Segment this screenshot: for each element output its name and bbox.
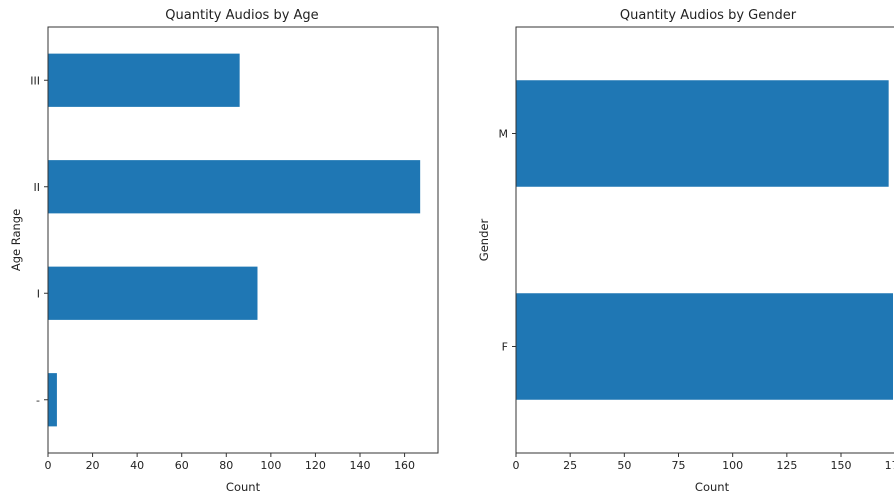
age-chart-axes-frame — [47, 26, 439, 454]
age-ytick-label-0: - — [36, 394, 40, 407]
age-bar-1 — [48, 266, 258, 320]
age-chart-title: Quantity Audios by Age — [165, 8, 318, 23]
gender-xtick-label-6: 150 — [831, 459, 852, 472]
gender-chart-axes-frame — [515, 26, 894, 454]
gender-chart-title: Quantity Audios by Gender — [620, 8, 797, 23]
gender-xtick-label-7: 175 — [885, 459, 894, 472]
age-xtick-label-6: 120 — [305, 459, 326, 472]
age-bar-0 — [48, 373, 57, 427]
age-xtick-label-2: 40 — [130, 459, 144, 472]
gender-ytick-label-1: M — [499, 128, 509, 141]
gender-chart-xlabel: Count — [695, 480, 730, 494]
age-chart-xlabel: Count — [226, 480, 261, 494]
gender-xtick-label-2: 50 — [617, 459, 631, 472]
age-xtick-label-1: 20 — [86, 459, 100, 472]
age-chart-ylabel: Age Range — [9, 209, 23, 271]
age-xtick-label-8: 160 — [394, 459, 415, 472]
gender-bar-1 — [516, 80, 889, 187]
age-ytick-label-2: II — [34, 181, 41, 194]
gender-chart-ylabel: Gender — [477, 219, 491, 262]
age-xtick-label-3: 60 — [175, 459, 189, 472]
gender-xtick-label-3: 75 — [672, 459, 686, 472]
gender-xtick-label-0: 0 — [513, 459, 520, 472]
gender-chart: Quantity Audios by Gender Count Gender F… — [477, 8, 894, 494]
gender-xtick-label-5: 125 — [776, 459, 797, 472]
age-xtick-label-7: 140 — [350, 459, 371, 472]
gender-xtick-label-1: 25 — [563, 459, 577, 472]
gender-ytick-label-0: F — [502, 341, 508, 354]
age-xtick-label-0: 0 — [45, 459, 52, 472]
gender-xtick-label-4: 100 — [722, 459, 743, 472]
age-bar-3 — [48, 53, 240, 107]
age-bar-2 — [48, 160, 421, 214]
age-ytick-label-3: III — [30, 74, 40, 87]
age-xtick-label-5: 100 — [260, 459, 281, 472]
age-ytick-label-1: I — [37, 287, 40, 300]
age-xtick-label-4: 80 — [219, 459, 233, 472]
gender-bar-0 — [516, 293, 893, 400]
age-chart: Quantity Audios by Age Count Age Range -… — [9, 8, 439, 494]
